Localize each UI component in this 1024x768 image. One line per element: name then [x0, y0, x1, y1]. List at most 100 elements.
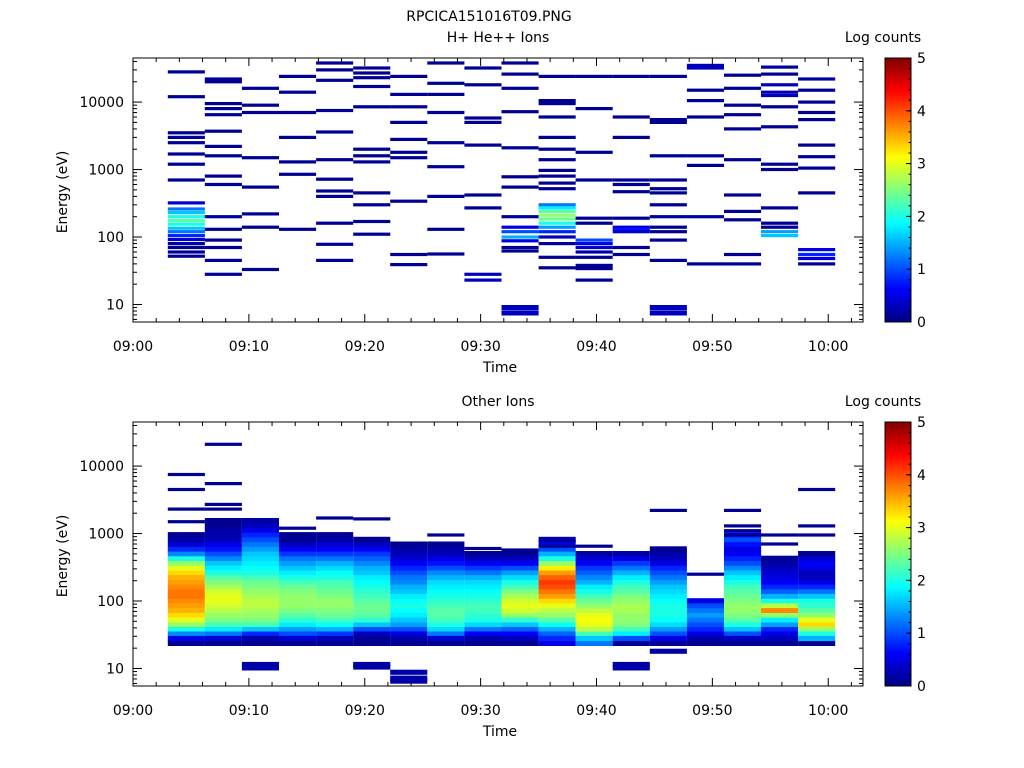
heatmap-cell [761, 225, 799, 229]
heatmap-cell [167, 242, 205, 246]
heatmap-cell [464, 621, 502, 627]
plot-frame [132, 57, 864, 323]
heatmap-cell [204, 502, 242, 506]
heatmap-cell [724, 533, 762, 537]
heatmap-cell [501, 175, 539, 179]
y-tick-label: 100 [97, 230, 124, 246]
heatmap-cell [501, 305, 539, 311]
heatmap-cell [167, 593, 205, 599]
heatmap-cell [538, 617, 576, 623]
heatmap-cell [501, 230, 539, 234]
heatmap-cell [501, 569, 539, 576]
heatmap-cell [724, 193, 762, 197]
heatmap-cell [575, 250, 613, 254]
heatmap-cell [241, 640, 279, 646]
heatmap-cell [427, 588, 465, 594]
heatmap-cell [204, 144, 242, 148]
heatmap-cell [798, 100, 836, 104]
heatmap-cell [427, 621, 465, 627]
heatmap-cell [761, 621, 799, 627]
heatmap-cell [204, 80, 242, 84]
heatmap-cell [316, 635, 354, 642]
heatmap-cell [241, 225, 279, 229]
heatmap-cell [167, 219, 205, 223]
x-axis-label: Time [482, 360, 517, 376]
heatmap-cell [798, 118, 836, 122]
x-tick-label: 09:00 [113, 339, 153, 355]
heatmap-cell [612, 621, 650, 627]
heatmap-cell [241, 584, 279, 590]
heatmap-cell [538, 266, 576, 270]
heatmap-cell [390, 640, 428, 646]
heatmap-cell [167, 541, 205, 547]
heatmap-cell [241, 546, 279, 552]
heatmap-cell [464, 116, 502, 120]
heatmap-cell [538, 235, 576, 239]
heatmap-cell [649, 305, 687, 311]
heatmap-cell [612, 607, 650, 613]
heatmap-cell [501, 310, 539, 316]
heatmap-cell [167, 640, 205, 646]
heatmap-cell [204, 102, 242, 106]
heatmap-cell [204, 588, 242, 594]
heatmap-cell [427, 252, 465, 256]
heatmap-cell [501, 584, 539, 590]
heatmap-cell [204, 541, 242, 547]
heatmap-cell [353, 607, 391, 613]
figure-file-title: RPCICA151016T09.PNG [406, 9, 571, 25]
heatmap-cell [501, 607, 539, 613]
heatmap-cell [204, 522, 242, 528]
heatmap-cell [390, 574, 428, 580]
heatmap-cell [353, 232, 391, 236]
heatmap-cell [501, 548, 539, 552]
heatmap-cell [316, 189, 354, 193]
heatmap-cell [241, 612, 279, 618]
heatmap-cell [501, 588, 539, 594]
x-tick-label: 09:50 [692, 339, 732, 355]
heatmap-cell [241, 551, 279, 557]
heatmap-cell [612, 225, 650, 229]
heatmap-cell [279, 526, 317, 530]
heatmap-cell [464, 551, 502, 557]
heatmap-cell [167, 254, 205, 258]
heatmap-cell [686, 99, 724, 103]
heatmap-cell [204, 129, 242, 133]
heatmap-cell [538, 225, 576, 229]
heatmap-cell [501, 626, 539, 632]
heatmap-cell [761, 65, 799, 69]
heatmap-cell [761, 560, 799, 566]
heatmap-cell [204, 551, 242, 557]
heatmap-cell [798, 584, 836, 590]
heatmap-cell [390, 569, 428, 576]
heatmap-cell [724, 565, 762, 571]
heatmap-cell [167, 551, 205, 557]
heatmap-cell [279, 630, 317, 636]
heatmap-cell [649, 584, 687, 590]
heatmap-cell [798, 593, 836, 599]
heatmap-cell [612, 230, 650, 234]
heatmap-cell [353, 546, 391, 552]
heatmap-cell [798, 560, 836, 566]
heatmap-cell [761, 230, 799, 234]
heatmap-cell [612, 190, 650, 194]
heatmap-cell [241, 532, 279, 538]
heatmap-cell [575, 565, 613, 571]
heatmap-cell [167, 211, 205, 215]
heatmap-cell [575, 238, 613, 242]
heatmap-cell [241, 527, 279, 533]
heatmap-cell [686, 602, 724, 609]
heatmap-cell [390, 137, 428, 141]
heatmap-cell [686, 626, 724, 632]
heatmap-cell [204, 227, 242, 231]
heatmap-cell [686, 154, 724, 158]
heatmap-cell [390, 669, 428, 675]
heatmap-cell [575, 612, 613, 618]
x-tick-label: 09:20 [345, 703, 385, 719]
heatmap-cell [204, 612, 242, 618]
heatmap-cell [538, 565, 576, 571]
colorbar-tick-label: 1 [917, 262, 926, 278]
heatmap-cell [241, 607, 279, 613]
heatmap-cell [167, 584, 205, 590]
heatmap-cell [538, 584, 576, 590]
heatmap-cell [575, 245, 613, 250]
